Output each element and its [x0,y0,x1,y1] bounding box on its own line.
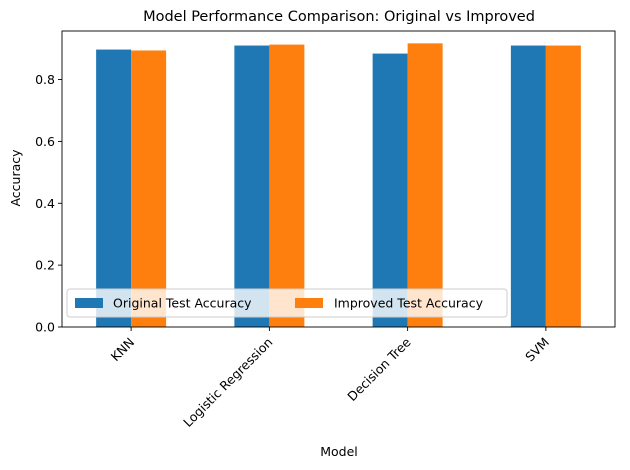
bar-original-1 [234,45,270,327]
bar-improved-2 [407,43,443,327]
x-tick-label: Logistic Regression [180,335,275,430]
bar-original-2 [372,53,408,328]
plot-frame [61,30,616,328]
bars-layer [96,43,581,328]
y-tick-label: 0.0 [35,320,55,335]
bar-improved-3 [545,45,581,327]
bar-original-0 [96,49,132,328]
y-axis-label: Accuracy [8,149,23,207]
y-tick-label: 0.6 [35,134,55,149]
legend-label-1: Improved Test Accuracy [334,296,484,311]
bar-improved-0 [131,50,167,327]
x-tick-label: Decision Tree [344,334,414,404]
x-tick-label: KNN [108,335,138,365]
legend-swatch-1 [295,298,323,308]
legend-swatch-0 [75,298,103,308]
legend-label-0: Original Test Accuracy [113,296,252,311]
y-axis: 0.0 0.2 0.4 0.6 0.8 [35,72,62,335]
bar-original-3 [510,45,546,327]
legend-box [66,288,508,318]
y-tick-label: 0.2 [35,258,55,273]
chart-title: Model Performance Comparison: Original v… [143,9,535,25]
x-tick-label: SVM [522,335,552,365]
y-tick-label: 0.4 [35,196,55,211]
legend: Original Test Accuracy Improved Test Accu… [66,288,508,318]
y-tick-label: 0.8 [35,72,55,87]
x-axis: KNN Logistic Regression Decision Tree SVM [108,327,552,430]
x-axis-label: Model [320,444,358,459]
bar-improved-1 [269,44,305,328]
